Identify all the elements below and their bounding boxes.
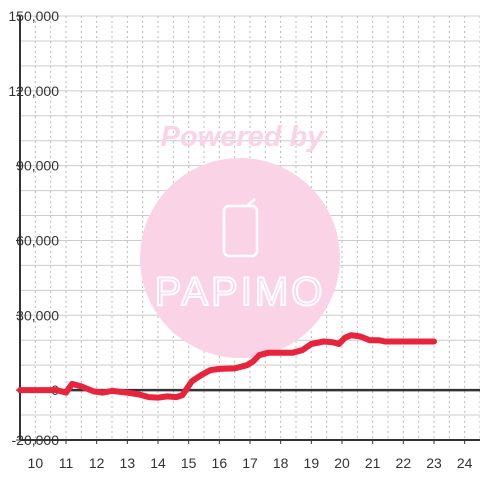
x-tick-label: 12: [89, 455, 105, 471]
watermark: Powered by PAPIMO: [140, 121, 340, 358]
x-tick-label: 24: [457, 455, 473, 471]
y-tick-label: 150,000: [8, 8, 59, 24]
x-tick-label: 13: [120, 455, 136, 471]
x-tick-label: 19: [304, 455, 320, 471]
x-tick-label: 15: [181, 455, 197, 471]
x-tick-label: 10: [28, 455, 44, 471]
x-tick-label: 11: [59, 455, 74, 471]
y-tick-label: 120,000: [8, 83, 59, 99]
y-tick-label: 60,000: [16, 232, 59, 248]
x-axis-ticks: 10 11 12 13 14 15 16 17 18 19 20 21 22 23 24: [28, 440, 473, 471]
watermark-logo-text: PAPIMO: [155, 270, 326, 314]
x-tick-label: 23: [426, 455, 442, 471]
series-line: [17, 332, 437, 401]
y-tick-label: 90,000: [16, 158, 59, 174]
x-tick-label: 18: [273, 455, 289, 471]
phone-logo-icon: [222, 198, 259, 258]
x-tick-label: 21: [365, 455, 381, 471]
y-tick-label: 30,000: [16, 307, 59, 323]
series-layer: [17, 332, 437, 401]
x-tick-label: 16: [212, 455, 228, 471]
x-tick-label: 20: [334, 455, 350, 471]
x-tick-label: 22: [396, 455, 412, 471]
x-tick-label: 17: [242, 455, 258, 471]
watermark-circle: [140, 158, 340, 358]
watermark-brand-text: Powered by: [161, 121, 326, 153]
x-tick-label: 14: [150, 455, 166, 471]
